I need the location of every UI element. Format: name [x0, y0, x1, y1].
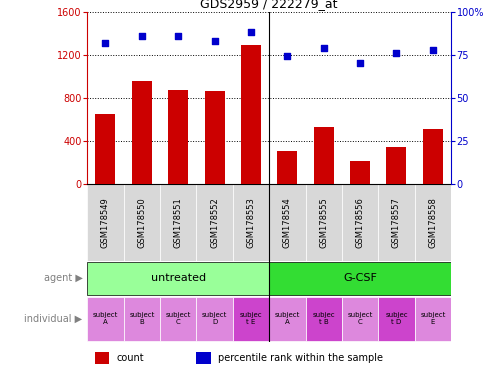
Bar	[160, 184, 196, 261]
Bar	[313, 127, 333, 184]
Bar	[232, 184, 269, 261]
Bar	[305, 296, 341, 341]
Point	[319, 45, 327, 51]
Bar	[422, 129, 442, 184]
Point	[283, 53, 290, 60]
Point	[428, 46, 436, 53]
Bar	[305, 184, 341, 261]
Bar	[341, 296, 378, 341]
Text: GSM178553: GSM178553	[246, 197, 255, 248]
Point	[101, 40, 109, 46]
Point	[210, 38, 218, 44]
Bar	[414, 296, 450, 341]
Text: subject
B: subject B	[129, 313, 154, 325]
Text: subject
A: subject A	[274, 313, 300, 325]
Bar	[87, 262, 269, 295]
Bar	[160, 296, 196, 341]
Bar	[341, 184, 378, 261]
Bar	[94, 352, 109, 364]
Text: count: count	[116, 353, 144, 363]
Text: subject
A: subject A	[92, 313, 118, 325]
Text: percentile rank within the sample: percentile rank within the sample	[218, 353, 382, 363]
Text: subject
C: subject C	[165, 313, 191, 325]
Text: subjec
t D: subjec t D	[384, 313, 407, 325]
Point	[246, 29, 254, 35]
Text: subject
D: subject D	[201, 313, 227, 325]
Bar	[123, 296, 160, 341]
Point	[355, 60, 363, 66]
Text: agent ▶: agent ▶	[44, 273, 82, 283]
Title: GDS2959 / 222279_at: GDS2959 / 222279_at	[200, 0, 337, 10]
Bar	[87, 184, 123, 261]
Point	[392, 50, 399, 56]
Text: GSM178557: GSM178557	[391, 197, 400, 248]
Text: subjec
t B: subjec t B	[312, 313, 334, 325]
Bar	[277, 151, 297, 184]
Bar	[378, 184, 414, 261]
Bar	[168, 90, 188, 184]
Bar	[269, 262, 450, 295]
Text: GSM178549: GSM178549	[101, 197, 110, 248]
Text: subject
C: subject C	[347, 313, 372, 325]
Bar	[269, 184, 305, 261]
Bar	[132, 81, 151, 184]
Bar	[241, 45, 260, 184]
Bar	[95, 114, 115, 184]
Bar	[87, 296, 123, 341]
Text: GSM178556: GSM178556	[355, 197, 364, 248]
Text: subjec
t E: subjec t E	[239, 313, 262, 325]
Bar	[386, 147, 406, 184]
Bar	[204, 91, 224, 184]
Bar	[196, 296, 232, 341]
Point	[174, 33, 182, 39]
Text: GSM178554: GSM178554	[282, 197, 291, 248]
Text: individual ▶: individual ▶	[24, 314, 82, 324]
Bar	[123, 184, 160, 261]
Bar	[196, 184, 232, 261]
Bar	[349, 161, 369, 184]
Bar	[269, 296, 305, 341]
Bar	[232, 296, 269, 341]
Text: GSM178558: GSM178558	[427, 197, 437, 248]
Text: G-CSF: G-CSF	[343, 273, 376, 283]
Text: GSM178550: GSM178550	[137, 197, 146, 248]
Text: untreated: untreated	[151, 273, 205, 283]
Text: subject
E: subject E	[419, 313, 445, 325]
Bar	[414, 184, 450, 261]
Bar	[196, 352, 211, 364]
Bar	[378, 296, 414, 341]
Point	[137, 33, 145, 39]
Text: GSM178555: GSM178555	[318, 197, 328, 248]
Text: GSM178551: GSM178551	[173, 197, 182, 248]
Text: GSM178552: GSM178552	[210, 197, 219, 248]
